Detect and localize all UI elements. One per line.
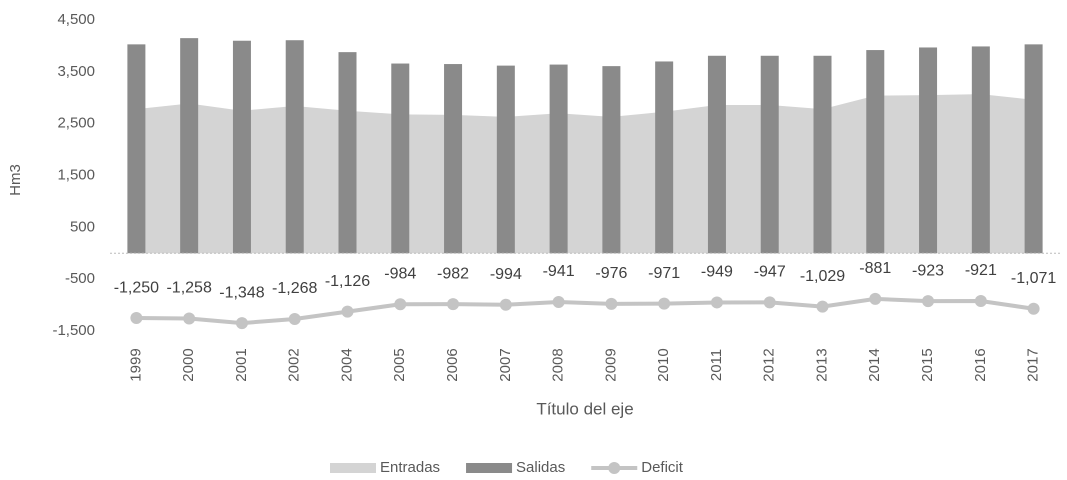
x-tick-label: 2010	[655, 348, 672, 381]
y-tick-label: 500	[70, 218, 95, 235]
data-label: -881	[859, 260, 891, 277]
y-tick-label: -1,500	[52, 322, 95, 339]
marker	[341, 305, 354, 318]
marker	[499, 298, 512, 311]
x-tick-label: 2006	[444, 348, 461, 381]
legend-label: Deficit	[641, 459, 684, 476]
x-tick-label: 2013	[813, 348, 830, 381]
y-tick-label: 3,500	[57, 63, 95, 80]
marker	[869, 292, 882, 305]
bar	[602, 66, 621, 254]
legend-label: Salidas	[516, 459, 565, 476]
marker	[1027, 302, 1040, 315]
data-label: -949	[701, 264, 733, 281]
bar	[285, 40, 304, 254]
y-axis-title: Hm3	[7, 164, 24, 196]
x-tick-label: 2009	[602, 348, 619, 381]
bar	[338, 52, 357, 254]
x-axis-title: Título del eje	[536, 399, 633, 418]
data-label: -1,126	[325, 273, 370, 290]
marker	[447, 298, 460, 311]
data-label: -984	[384, 265, 416, 282]
marker	[552, 296, 565, 309]
data-label: -923	[912, 262, 944, 279]
data-label: -982	[437, 265, 469, 282]
marker	[394, 298, 407, 311]
data-label: -1,348	[219, 284, 264, 301]
x-tick-label: 2015	[919, 348, 936, 381]
bar	[813, 55, 832, 254]
data-label: -1,258	[166, 280, 211, 297]
bar	[971, 46, 990, 254]
bar	[1024, 44, 1043, 254]
x-tick-label: 2011	[708, 349, 725, 381]
marker	[816, 300, 829, 313]
x-tick-label: 2000	[180, 348, 197, 381]
x-tick-label: 2016	[972, 348, 989, 381]
y-tick-label: 1,500	[57, 166, 95, 183]
marker	[288, 312, 301, 325]
bar	[496, 65, 515, 254]
data-label: -941	[543, 263, 575, 280]
y-tick-label: 4,500	[57, 11, 95, 28]
legend-swatch	[466, 463, 513, 473]
data-label: -994	[490, 266, 522, 283]
data-label: -947	[754, 264, 786, 281]
x-tick-label: 2002	[286, 348, 303, 381]
data-label: -976	[595, 265, 627, 282]
bar	[180, 38, 199, 254]
bar	[444, 64, 463, 254]
x-tick-label: 2008	[550, 348, 567, 381]
bar	[707, 55, 726, 254]
legend-label: Entradas	[380, 459, 440, 476]
bar	[655, 61, 674, 254]
data-label: -1,029	[800, 268, 845, 285]
bar	[391, 63, 410, 254]
x-tick-label: 2005	[391, 348, 408, 381]
marker	[710, 296, 723, 309]
x-tick-label: 2017	[1025, 348, 1042, 381]
data-label: -971	[648, 265, 680, 282]
marker	[922, 295, 935, 308]
marker	[235, 317, 248, 330]
area	[136, 94, 1034, 254]
x-tick-label: 2014	[866, 348, 883, 381]
x-tick-label: 2004	[338, 348, 355, 381]
bar	[866, 50, 885, 254]
bar	[919, 47, 938, 254]
x-tick-label: 2012	[761, 348, 778, 381]
bar	[760, 55, 779, 254]
marker	[183, 312, 196, 325]
marker	[658, 297, 671, 310]
x-tick-label: 2001	[233, 348, 250, 381]
x-tick-label: 2007	[497, 348, 514, 381]
data-label: -1,268	[272, 280, 317, 297]
marker	[763, 296, 776, 309]
x-tick-label: 1999	[127, 348, 144, 381]
marker	[605, 297, 618, 310]
data-label: -1,071	[1011, 270, 1056, 287]
bar	[549, 64, 568, 254]
legend-swatch	[608, 462, 621, 474]
bar	[127, 44, 146, 254]
bar	[232, 40, 251, 254]
marker	[130, 312, 143, 325]
marker	[974, 294, 987, 307]
data-label: -921	[965, 262, 997, 279]
line	[136, 296, 1034, 326]
data-label: -1,250	[114, 279, 159, 296]
y-tick-label: 2,500	[57, 115, 95, 132]
y-tick-label: -500	[65, 270, 95, 287]
legend-swatch	[330, 463, 376, 473]
